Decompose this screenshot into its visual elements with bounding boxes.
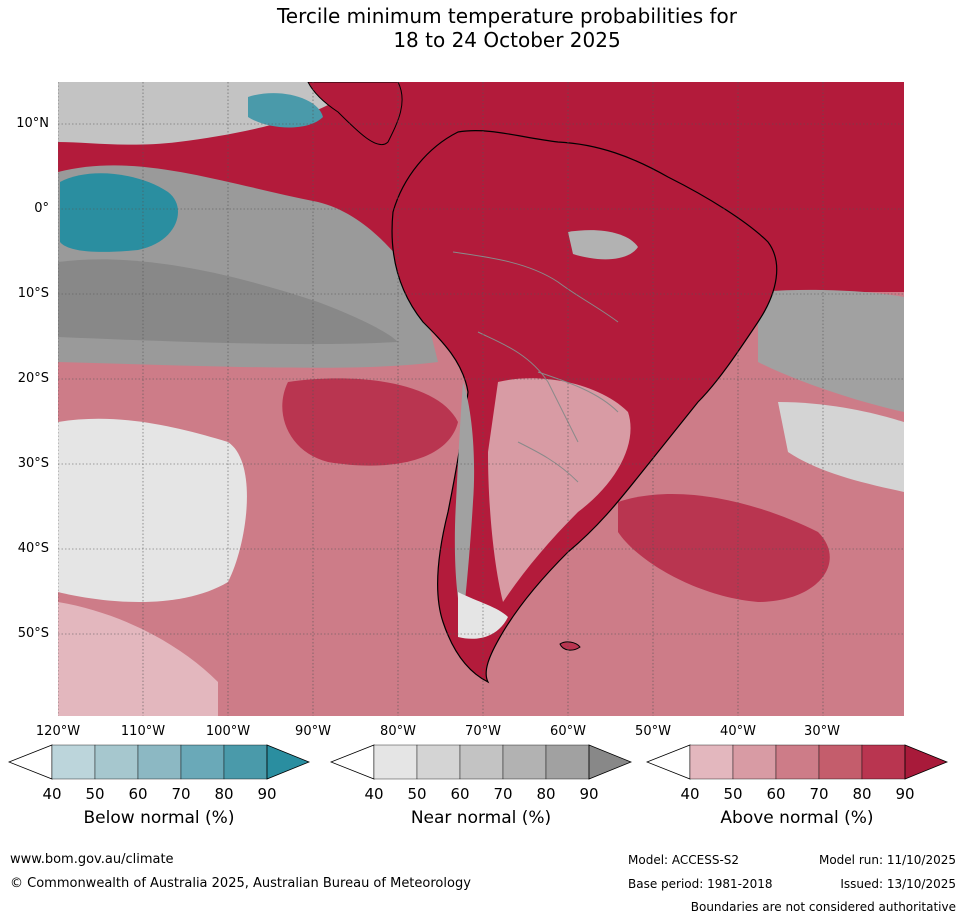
- near-swatch-50: [416, 744, 461, 780]
- field-above-sp: [282, 378, 458, 466]
- colorbar-near-normal: [330, 744, 632, 780]
- lat-label-10n: 10°N: [16, 116, 49, 131]
- lon-label-90w: 90°W: [295, 724, 331, 739]
- near-tick-90: 90: [579, 785, 599, 803]
- lon-label-100w: 100°W: [205, 724, 251, 739]
- land-lighter-south: [488, 378, 631, 602]
- country-borders: [452, 251, 619, 483]
- footer-base-period: Base period: 1981-2018: [628, 877, 773, 891]
- gridlines: [58, 82, 904, 716]
- lon-label-50w: 50°W: [635, 724, 671, 739]
- near-tick-70: 70: [493, 785, 513, 803]
- footer-copyright: © Commonwealth of Australia 2025, Austra…: [10, 876, 471, 891]
- lat-label-20s: 20°S: [17, 371, 49, 386]
- near-swatch-80: [545, 744, 590, 780]
- above-swatch-80: [861, 744, 906, 780]
- near-tick-40: 40: [364, 785, 384, 803]
- colorbar-below-normal: [8, 744, 310, 780]
- near-swatch-40: [373, 744, 418, 780]
- above-tick-40: 40: [680, 785, 700, 803]
- lat-label-40s: 40°S: [17, 541, 49, 556]
- field-light-sw2: [58, 602, 218, 716]
- below-tick-90: 90: [257, 785, 277, 803]
- field-below-normal-nw: [248, 93, 323, 128]
- near-over-triangle: [588, 744, 632, 780]
- field-near-normal-atl: [758, 289, 904, 412]
- below-swatch-70: [180, 744, 225, 780]
- above-over-triangle: [904, 744, 948, 780]
- footer-model: Model: ACCESS-S2: [628, 853, 740, 867]
- lon-label-30w: 30°W: [804, 724, 840, 739]
- below-tick-50: 50: [85, 785, 105, 803]
- footer-url[interactable]: www.bom.gov.au/climate: [10, 852, 174, 867]
- footer-issued: Issued: 13/10/2025: [840, 877, 956, 891]
- colorbar-title-above: Above normal (%): [720, 808, 874, 828]
- lon-label-40w: 40°W: [720, 724, 756, 739]
- below-tick-60: 60: [128, 785, 148, 803]
- title-line-2: 18 to 24 October 2025: [393, 28, 621, 52]
- lon-label-80w: 80°W: [380, 724, 416, 739]
- land-amazon-grey: [568, 230, 638, 260]
- near-swatch-70: [502, 744, 547, 780]
- colorbar-title-near: Near normal (%): [410, 808, 552, 828]
- above-tick-60: 60: [766, 785, 786, 803]
- near-under-triangle: [330, 744, 375, 780]
- below-under-triangle: [8, 744, 53, 780]
- above-tick-70: 70: [809, 785, 829, 803]
- above-swatch-50: [732, 744, 777, 780]
- below-over-triangle: [266, 744, 310, 780]
- colorbar-title-below: Below normal (%): [83, 808, 235, 828]
- lat-label-30s: 30°S: [17, 456, 49, 471]
- land-andes-near-normal: [454, 382, 475, 622]
- above-tick-80: 80: [852, 785, 872, 803]
- field-below-normal-eq: [60, 173, 178, 252]
- near-swatch-60: [459, 744, 504, 780]
- near-tick-50: 50: [407, 785, 427, 803]
- central-america-land: [307, 82, 403, 146]
- title-line-1: Tercile minimum temperature probabilitie…: [276, 4, 738, 28]
- above-swatch-60: [775, 744, 820, 780]
- footer-model-run: Model run: 11/10/2025: [818, 853, 956, 867]
- field-above-atl: [618, 493, 830, 602]
- lon-label-110w: 110°W: [120, 724, 166, 739]
- lon-label-120w: 120°W: [35, 724, 81, 739]
- probability-map: [58, 82, 904, 716]
- field-light-sw: [58, 418, 247, 602]
- below-swatch-80: [223, 744, 268, 780]
- below-tick-70: 70: [171, 785, 191, 803]
- lat-label-10s: 10°S: [17, 286, 49, 301]
- chart-title: Tercile minimum temperature probabilitie…: [0, 4, 965, 52]
- near-tick-80: 80: [536, 785, 556, 803]
- above-swatch-70: [818, 744, 863, 780]
- lat-label-50s: 50°S: [17, 626, 49, 641]
- lat-label-0: 0°: [34, 201, 49, 216]
- above-tick-90: 90: [895, 785, 915, 803]
- below-swatch-40: [51, 744, 96, 780]
- above-under-triangle: [646, 744, 691, 780]
- below-swatch-60: [137, 744, 182, 780]
- above-tick-50: 50: [723, 785, 743, 803]
- below-tick-40: 40: [42, 785, 62, 803]
- below-tick-80: 80: [214, 785, 234, 803]
- below-swatch-50: [94, 744, 139, 780]
- colorbar-above-normal: [646, 744, 948, 780]
- lon-label-60w: 60°W: [550, 724, 586, 739]
- footer-disclaimer: Boundaries are not considered authoritat…: [690, 900, 956, 914]
- field-near-normal-dark: [58, 259, 398, 345]
- lon-label-70w: 70°W: [465, 724, 501, 739]
- above-swatch-40: [689, 744, 734, 780]
- field-light-atl: [778, 402, 904, 492]
- falkland-islands: [559, 641, 581, 651]
- near-tick-60: 60: [450, 785, 470, 803]
